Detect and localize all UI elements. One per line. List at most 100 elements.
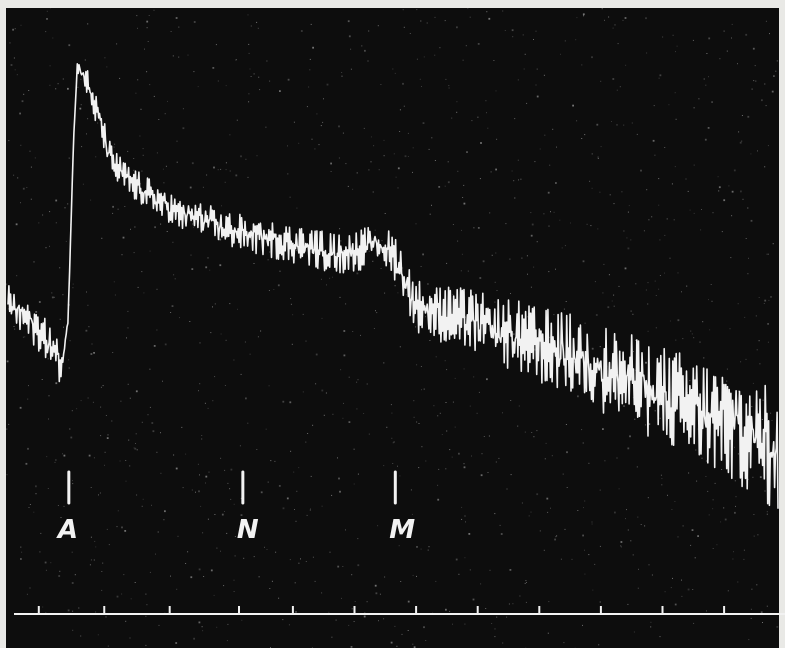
grain-speck (458, 573, 460, 575)
grain-speck (502, 10, 504, 12)
grain-speck (356, 408, 358, 410)
grain-speck (583, 507, 584, 509)
grain-speck (224, 385, 226, 386)
grain-speck (732, 558, 734, 560)
grain-speck (399, 475, 401, 477)
grain-speck (308, 86, 310, 88)
grain-speck (608, 16, 610, 18)
grain-speck (629, 435, 631, 438)
grain-speck (191, 268, 194, 270)
grain-speck (246, 522, 248, 524)
grain-speck (576, 349, 578, 351)
grain-speck (364, 612, 366, 614)
grain-speck (764, 166, 766, 168)
grain-speck (117, 510, 119, 512)
grain-speck (225, 339, 227, 341)
grain-speck (708, 514, 710, 516)
grain-speck (757, 150, 758, 152)
grain-speck (241, 619, 243, 621)
grain-speck (416, 575, 417, 577)
grain-speck (616, 457, 618, 459)
grain-speck (152, 430, 155, 433)
grain-speck (240, 155, 242, 158)
grain-speck (45, 569, 47, 571)
grain-speck (738, 131, 740, 133)
grain-speck (653, 105, 655, 107)
grain-speck (124, 530, 127, 532)
grain-speck (348, 421, 351, 423)
grain-speck (113, 281, 115, 283)
grain-speck (716, 544, 718, 546)
grain-speck (635, 339, 637, 341)
grain-speck (16, 74, 18, 76)
grain-speck (135, 390, 138, 393)
grain-speck (517, 159, 519, 161)
grain-speck (543, 74, 545, 76)
grain-speck (59, 267, 61, 269)
grain-speck (72, 287, 74, 289)
grain-speck (253, 556, 255, 558)
grain-speck (444, 185, 446, 187)
grain-speck (731, 190, 734, 193)
grain-speck (176, 588, 178, 590)
grain-speck (491, 623, 493, 624)
grain-speck (69, 340, 71, 342)
grain-speck (48, 418, 49, 420)
grain-speck (714, 482, 716, 484)
grain-speck (380, 268, 382, 269)
grain-speck (581, 64, 583, 66)
grain-speck (737, 63, 738, 65)
grain-speck (85, 329, 88, 332)
grain-speck (739, 141, 742, 144)
grain-speck (655, 295, 657, 296)
grain-speck (544, 458, 546, 460)
grain-speck (287, 145, 288, 147)
grain-speck (269, 588, 271, 589)
grain-speck (173, 454, 175, 456)
grain-speck (397, 465, 398, 467)
grain-speck (412, 171, 413, 173)
grain-speck (480, 583, 482, 585)
grain-speck (431, 137, 433, 139)
grain-speck (677, 319, 680, 322)
grain-speck (659, 275, 661, 276)
grain-speck (10, 64, 13, 66)
grain-speck (286, 497, 289, 500)
grain-speck (531, 223, 534, 226)
grain-speck (141, 170, 143, 172)
grain-speck (226, 640, 228, 642)
time-base-scale (14, 606, 785, 615)
grain-speck (548, 271, 550, 273)
grain-speck (434, 160, 436, 161)
grain-speck (122, 236, 125, 239)
grain-speck (637, 587, 639, 589)
grain-speck (731, 215, 733, 217)
grain-speck (693, 337, 695, 339)
grain-speck (94, 540, 96, 542)
grain-speck (472, 598, 475, 601)
grain-speck (530, 286, 532, 288)
grain-speck (248, 93, 250, 95)
grain-speck (35, 311, 38, 313)
grain-speck (130, 598, 132, 600)
grain-speck (311, 138, 313, 140)
grain-speck (90, 487, 92, 488)
grain-speck (689, 209, 691, 211)
grain-speck (146, 27, 148, 29)
grain-speck (496, 616, 498, 618)
grain-speck (405, 294, 407, 296)
grain-speck (708, 76, 709, 78)
grain-speck (648, 423, 651, 425)
grain-speck (140, 108, 142, 110)
grain-speck (456, 26, 458, 29)
grain-speck (199, 342, 201, 344)
grain-speck (259, 89, 261, 91)
grain-speck (127, 150, 129, 152)
grain-speck (674, 92, 676, 94)
grain-speck (356, 272, 359, 275)
grain-speck (239, 445, 241, 447)
grain-speck (112, 205, 114, 208)
grain-speck (755, 315, 757, 317)
top-edge-strip (0, 0, 785, 8)
grain-speck (368, 169, 370, 171)
